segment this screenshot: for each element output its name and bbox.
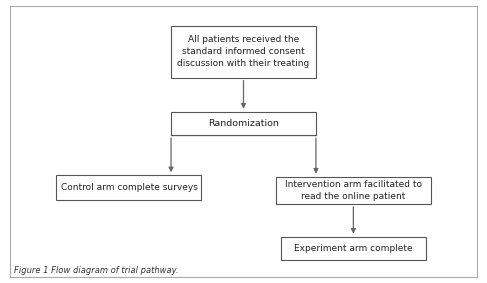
FancyBboxPatch shape — [171, 112, 316, 135]
Text: Control arm complete surveys: Control arm complete surveys — [60, 183, 197, 192]
FancyBboxPatch shape — [56, 175, 202, 200]
FancyBboxPatch shape — [276, 177, 431, 204]
Text: Experiment arm complete: Experiment arm complete — [294, 244, 412, 253]
FancyBboxPatch shape — [281, 237, 426, 260]
Text: All patients received the
standard informed consent
discussion with their treati: All patients received the standard infor… — [177, 35, 310, 68]
FancyBboxPatch shape — [171, 26, 316, 78]
Text: Intervention arm facilitated to
read the online patient: Intervention arm facilitated to read the… — [285, 180, 422, 201]
Text: Figure 1 Flow diagram of trial pathway.: Figure 1 Flow diagram of trial pathway. — [15, 266, 179, 275]
Text: Randomization: Randomization — [208, 119, 279, 128]
